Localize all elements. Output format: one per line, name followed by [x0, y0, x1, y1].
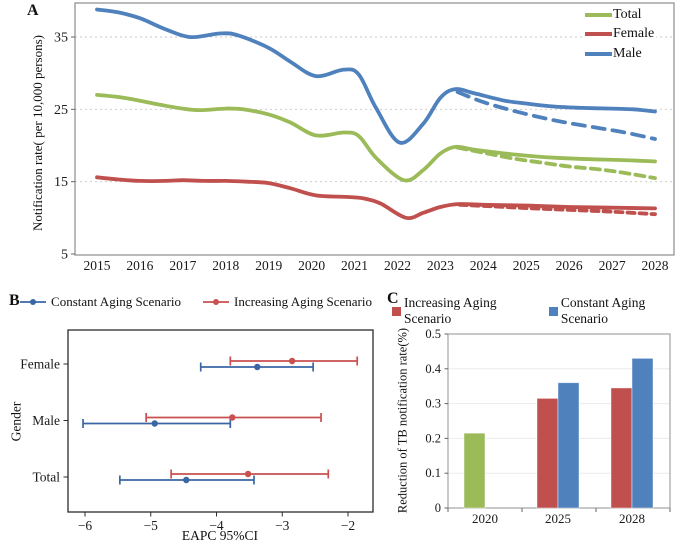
- legend-item-increasing-aging-scenario: Increasing Aging Scenario: [203, 294, 372, 310]
- x-tick-label: 2018: [212, 258, 239, 273]
- panel-b-label: B: [9, 292, 20, 309]
- y-tick-label: 0.5: [425, 327, 441, 341]
- x-tick-label: −3: [275, 518, 290, 533]
- bar-2028-constant-aging-scenario: [631, 357, 654, 509]
- y-tick-label: 5: [61, 248, 68, 263]
- bar-swatch-icon: [392, 306, 401, 316]
- plot-border: [74, 2, 675, 256]
- y-tick-label: 15: [54, 175, 68, 190]
- bar-2025-increasing-aging-scenario: [536, 397, 559, 509]
- x-tick-label: 2022: [384, 258, 411, 273]
- increasing-aging-scenario-errorbar-total: [170, 469, 330, 479]
- category-label: Total: [32, 470, 60, 485]
- legend-item-male: Male: [585, 44, 654, 64]
- x-tick-label: 2028: [641, 258, 668, 273]
- category-label: Male: [32, 413, 60, 428]
- x-tick-label: 2020: [472, 511, 498, 526]
- errorbar-swatch-icon: [203, 299, 230, 305]
- panel-b-legend: Constant Aging Scenario Increasing Aging …: [0, 294, 392, 310]
- y-tick-label: 0.2: [425, 431, 441, 445]
- legend-label: Constant Aging Scenario: [51, 294, 182, 309]
- male-line-swatch: [585, 51, 612, 56]
- x-tick-label: −4: [209, 518, 224, 533]
- panel-b-x-axis-title: EAPC 95%CI: [181, 528, 259, 543]
- legend-item-total: Total: [585, 5, 654, 25]
- bar-swatch-icon: [548, 306, 558, 316]
- bar-2028-increasing-aging-scenario: [610, 387, 633, 509]
- x-tick-label: 2025: [545, 511, 571, 526]
- x-tick-label: 2015: [84, 258, 111, 273]
- constant-aging-scenario-errorbar-female: [199, 362, 315, 372]
- x-tick-label: 2027: [599, 258, 626, 273]
- x-tick-label: 2019: [255, 258, 282, 273]
- x-tick-label: −2: [341, 518, 355, 533]
- x-tick-label: −5: [144, 518, 159, 533]
- constant-aging-scenario-errorbar-total: [118, 475, 255, 485]
- legend-label: Increasing Aging Scenario: [234, 294, 372, 309]
- legend-label: Female: [613, 26, 655, 42]
- increasing-aging-scenario-errorbar-male: [145, 413, 322, 422]
- panel-b-y-axis-title: Gender: [8, 401, 24, 442]
- total-projection-line: [455, 145, 657, 180]
- x-tick-label: 2028: [619, 511, 645, 526]
- panel-c-legend: Increasing Aging Scenario Constant Aging …: [392, 295, 685, 327]
- panel-a-chart: 5 15 25 35 2015 2016 2017 2018 2019 2020 2021 2022 2…: [54, 2, 675, 273]
- x-tick-label: 2017: [169, 258, 196, 273]
- y-tick-label: 0.4: [425, 362, 441, 376]
- panel-b-chart: −6 −5 −4 −3 −2 Female Male Total: [20, 329, 374, 533]
- x-tick-label: 2020: [298, 258, 325, 273]
- increasing-aging-scenario-errorbar-female: [229, 356, 359, 366]
- bar-2025-constant-aging-scenario: [557, 382, 580, 509]
- panel-a-label: A: [27, 2, 39, 19]
- male-projection-line: [455, 90, 657, 141]
- category-label: Female: [20, 357, 60, 372]
- legend-item-female: Female: [585, 25, 654, 45]
- constant-aging-scenario-errorbar-male: [82, 419, 232, 428]
- errorbar-swatch-icon: [20, 299, 47, 305]
- panel-c-y-axis-title: Reduction of TB notification rate(%): [395, 327, 410, 514]
- total-line-swatch: [585, 12, 612, 17]
- panel-c-label: C: [387, 290, 399, 307]
- x-tick-label: 2016: [126, 258, 153, 273]
- x-tick-label: 2026: [556, 258, 583, 273]
- x-tick-label: 2024: [470, 258, 497, 273]
- legend-label: Increasing Aging Scenario: [404, 295, 497, 326]
- y-tick-label: 0: [435, 501, 441, 515]
- panel-c-chart: 0 0.1 0.2 0.3 0.4 0.5 2020 2025 2028: [425, 327, 671, 526]
- legend-label: Total: [613, 6, 642, 22]
- x-tick-label: 2025: [513, 258, 540, 273]
- x-tick-label: 2021: [341, 258, 368, 273]
- plot-border: [67, 329, 374, 513]
- bar-2020-2020-observed: [463, 432, 486, 509]
- total-line: [95, 92, 657, 183]
- x-tick-label: 2023: [427, 258, 454, 273]
- y-tick-label: 25: [54, 103, 68, 118]
- male-line: [95, 7, 657, 145]
- panel-a-y-axis-title: Notification rate( per 10,000 persons): [30, 34, 45, 232]
- legend-label: Male: [613, 45, 642, 61]
- y-tick-label: 0.3: [425, 397, 441, 411]
- y-tick-label: 0.1: [425, 466, 441, 480]
- female-line: [95, 175, 657, 221]
- panel-a-legend: Total Female Male: [585, 4, 657, 65]
- legend-item-constant-aging-scenario: Constant Aging Scenario: [20, 294, 181, 310]
- x-tick-label: −6: [78, 518, 93, 533]
- female-line-swatch: [585, 32, 612, 37]
- y-tick-label: 35: [54, 31, 68, 46]
- legend-item-constant-aging-scenario: Constant Aging Scenario: [548, 295, 685, 327]
- legend-label: Constant Aging Scenario: [560, 295, 646, 326]
- legend-item-increasing-aging-scenario: Increasing Aging Scenario: [392, 295, 536, 327]
- female-projection-line: [457, 202, 657, 217]
